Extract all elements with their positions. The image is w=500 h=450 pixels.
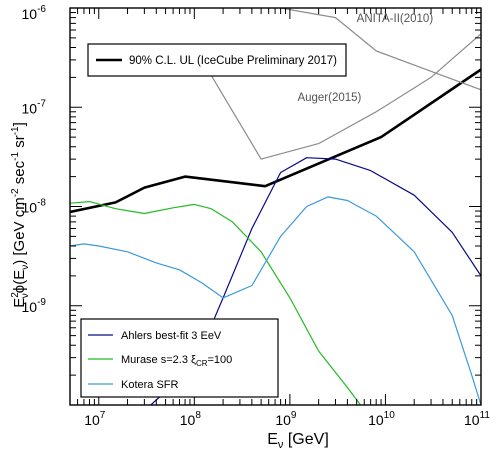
annotations: ANITA-II(2010) Auger(2015) <box>297 13 433 104</box>
series-line-auger <box>210 33 481 160</box>
y-axis-title: E2νϕ(Eν) [GeV cm-2 sec-1 sr-1] <box>10 122 31 308</box>
legend-label-icecube-ul: 90% C.L. UL (IceCube Preliminary 2017) <box>129 55 337 67</box>
series-line-icecube-ul <box>70 68 481 214</box>
legend-top-box <box>87 43 347 77</box>
x-tick-label: 108 <box>180 410 202 428</box>
series-line-murase <box>70 201 362 405</box>
y-tick-label: 10-6 <box>22 4 47 22</box>
auger-label: Auger(2015) <box>297 92 361 104</box>
anita-label: ANITA-II(2010) <box>357 13 434 25</box>
series-line-anita <box>280 8 481 91</box>
legend-bottom: Ahlers best-fit 3 EeV Murase s=2.3 ξCR=1… <box>80 318 279 398</box>
series-line-kotera <box>70 196 481 405</box>
x-tick-label: 1011 <box>464 410 490 428</box>
legend-top: 90% C.L. UL (IceCube Preliminary 2017) <box>87 43 347 77</box>
x-axis: 107 108 109 1010 1011 <box>69 8 490 428</box>
y-axis: 10-9 10-8 10-7 10-6 <box>22 4 481 406</box>
legend-label-murase: Murase s=2.3 ξCR=100 <box>121 354 232 368</box>
y-tick-label: 10-7 <box>22 98 47 116</box>
y-tick-label: 10-9 <box>22 297 47 315</box>
x-axis-title: Eν [GeV] <box>267 431 329 450</box>
y-tick-label: 10-8 <box>22 198 47 216</box>
legend-label-kotera: Kotera SFR <box>121 379 179 391</box>
x-tick-label: 1010 <box>368 410 395 428</box>
x-tick-label: 107 <box>84 410 106 428</box>
x-tick-label: 109 <box>275 410 297 428</box>
legend-label-ahlers: Ahlers best-fit 3 EeV <box>121 330 222 342</box>
legend-bottom-box <box>80 318 279 398</box>
